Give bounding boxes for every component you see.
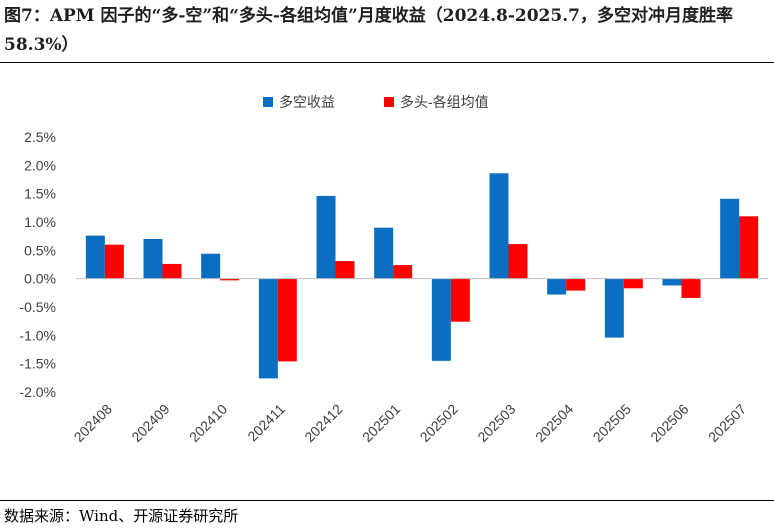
- x-tick-label: 202409: [128, 401, 172, 445]
- y-tick-label: -1.0%: [19, 327, 56, 343]
- y-tick-label: 2.5%: [24, 129, 56, 145]
- y-tick-label: 2.0%: [24, 157, 56, 173]
- bar-long-minus-mean-202505: [623, 278, 643, 289]
- x-tick-label: 202412: [301, 401, 345, 445]
- bar-long-minus-mean-202501: [393, 265, 413, 279]
- x-tick-label: 202504: [532, 401, 576, 445]
- y-axis: 2.5% 2.0% 1.5% 1.0% 0.5% 0.0% -0.5% -1.0% -1.5% -…: [19, 129, 56, 400]
- bar-long-short-202503: [489, 173, 509, 279]
- bar-long-short-202501: [374, 227, 394, 279]
- bar-long-minus-mean-202506: [681, 278, 701, 298]
- y-tick-label: -0.5%: [19, 299, 56, 315]
- x-tick-label: 202501: [359, 401, 403, 445]
- source-note: 数据来源：Wind、开源证券研究所: [4, 507, 239, 525]
- x-tick-label: 202506: [647, 401, 691, 445]
- bar-long-short-202507: [720, 198, 740, 279]
- bar-long-short-202506: [662, 278, 682, 286]
- x-tick-label: 202503: [474, 401, 518, 445]
- x-tick-label: 202502: [417, 401, 461, 445]
- legend-label: 多头-各组均值: [400, 94, 489, 110]
- bar-long-minus-mean-202410: [220, 278, 240, 281]
- bar-long-short-202409: [143, 239, 163, 279]
- bar-long-short-202410: [201, 253, 221, 279]
- legend-label: 多空收益: [279, 94, 335, 110]
- x-tick-label: 202408: [71, 401, 115, 445]
- bar-long-short-202505: [604, 278, 624, 338]
- title-rule: [0, 62, 774, 63]
- figure-title: 图7：APM 因子的“多-空”和“多头-各组均值”月度收益（2024.8-202…: [4, 6, 733, 55]
- y-tick-label: -1.5%: [19, 356, 56, 372]
- bar-long-short-202408: [85, 235, 105, 279]
- legend: 多空收益 多头-各组均值: [263, 94, 489, 110]
- bar-long-short-202502: [431, 278, 451, 361]
- legend-swatch: [384, 97, 394, 107]
- y-tick-label: 1.5%: [24, 186, 56, 202]
- bar-long-minus-mean-202409: [162, 263, 182, 279]
- bar-long-minus-mean-202411: [277, 278, 297, 362]
- source-rule: [0, 500, 774, 501]
- bar-long-minus-mean-202504: [566, 278, 586, 291]
- bar-long-minus-mean-202408: [104, 244, 124, 279]
- bar-long-minus-mean-202507: [739, 216, 759, 279]
- bar-long-minus-mean-202502: [450, 278, 470, 322]
- x-tick-label: 202410: [186, 401, 230, 445]
- y-tick-label: 1.0%: [24, 214, 56, 230]
- x-tick-label: 202505: [590, 401, 634, 445]
- bar-chart: 多空收益 多头-各组均值 2.5% 2.0% 1.5% 1.0% 0.5% 0.0% -0.5…: [19, 94, 768, 445]
- y-tick-label: 0.0%: [24, 271, 56, 287]
- bar-long-minus-mean-202412: [335, 261, 355, 279]
- y-tick-label: -2.0%: [19, 384, 56, 400]
- x-tick-label: 202507: [705, 401, 749, 445]
- x-axis-labels: 202408 202409 202410 202411 202412 202501 2025…: [71, 401, 750, 445]
- bar-long-short-202504: [547, 278, 567, 295]
- bars: [85, 173, 759, 379]
- x-tick-label: 202411: [244, 401, 288, 445]
- y-tick-label: 0.5%: [24, 242, 56, 258]
- bar-long-short-202412: [316, 195, 336, 279]
- bar-long-short-202411: [258, 278, 278, 379]
- bar-long-minus-mean-202503: [508, 244, 528, 279]
- legend-swatch: [263, 97, 273, 107]
